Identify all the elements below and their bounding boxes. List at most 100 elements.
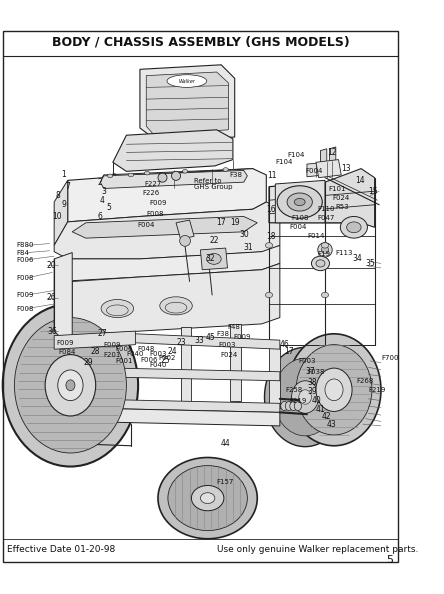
Text: 38: 38 xyxy=(307,378,317,387)
Polygon shape xyxy=(59,259,72,342)
Polygon shape xyxy=(181,327,191,403)
Polygon shape xyxy=(200,248,227,270)
Text: F003: F003 xyxy=(298,358,315,364)
Text: F113: F113 xyxy=(336,249,353,255)
Polygon shape xyxy=(74,408,280,426)
Text: 4: 4 xyxy=(99,195,104,205)
Text: 17: 17 xyxy=(284,347,294,356)
Text: 8: 8 xyxy=(56,191,61,200)
Polygon shape xyxy=(113,130,233,171)
Ellipse shape xyxy=(321,247,329,254)
Text: F008: F008 xyxy=(16,305,34,311)
Text: 9: 9 xyxy=(61,200,66,209)
Text: 45: 45 xyxy=(206,333,216,342)
Text: F268: F268 xyxy=(357,378,374,384)
Polygon shape xyxy=(74,334,86,408)
Text: BODY / CHASSIS ASSEMBLY (GHS MODELS): BODY / CHASSIS ASSEMBLY (GHS MODELS) xyxy=(52,36,349,49)
Ellipse shape xyxy=(107,174,113,178)
Text: 15: 15 xyxy=(369,187,378,195)
Text: 33: 33 xyxy=(194,336,204,345)
Text: F104: F104 xyxy=(287,152,305,158)
Text: F006: F006 xyxy=(140,357,158,363)
Text: F219: F219 xyxy=(289,397,306,404)
Text: F040: F040 xyxy=(127,350,144,356)
Polygon shape xyxy=(321,148,327,170)
Text: F038: F038 xyxy=(307,369,325,375)
Polygon shape xyxy=(329,147,336,169)
Polygon shape xyxy=(325,169,375,228)
Ellipse shape xyxy=(325,379,343,400)
Ellipse shape xyxy=(347,222,361,233)
Text: F226: F226 xyxy=(143,190,160,196)
Text: F108: F108 xyxy=(292,215,309,222)
Ellipse shape xyxy=(292,381,319,413)
Text: 29: 29 xyxy=(83,358,93,367)
Text: 11: 11 xyxy=(267,171,277,181)
Text: F006: F006 xyxy=(16,257,34,263)
Ellipse shape xyxy=(180,235,190,247)
Text: 5: 5 xyxy=(107,203,111,212)
Text: 26: 26 xyxy=(47,293,56,302)
Polygon shape xyxy=(146,72,228,134)
Ellipse shape xyxy=(128,173,134,177)
Ellipse shape xyxy=(158,173,167,182)
Text: F009: F009 xyxy=(56,340,73,346)
Ellipse shape xyxy=(341,216,368,238)
Polygon shape xyxy=(60,292,71,306)
Ellipse shape xyxy=(296,345,372,435)
Polygon shape xyxy=(100,170,247,188)
Polygon shape xyxy=(316,160,341,178)
Ellipse shape xyxy=(316,368,352,412)
Ellipse shape xyxy=(316,260,325,267)
Text: 2: 2 xyxy=(98,178,102,187)
Text: 13: 13 xyxy=(341,164,351,173)
Polygon shape xyxy=(99,169,257,188)
Text: F009: F009 xyxy=(149,200,166,206)
Ellipse shape xyxy=(318,242,332,257)
Ellipse shape xyxy=(45,355,96,416)
Text: 6: 6 xyxy=(98,212,103,221)
Text: Effective Date 01-20-98: Effective Date 01-20-98 xyxy=(7,545,115,554)
Text: 46: 46 xyxy=(280,340,289,349)
Text: F104: F104 xyxy=(275,159,293,165)
Ellipse shape xyxy=(311,256,329,271)
Polygon shape xyxy=(269,182,361,223)
Text: 35: 35 xyxy=(365,259,375,268)
Text: 44: 44 xyxy=(220,440,230,448)
Text: F004: F004 xyxy=(305,168,322,174)
Ellipse shape xyxy=(287,193,312,211)
Polygon shape xyxy=(72,216,257,238)
Ellipse shape xyxy=(3,304,138,466)
Polygon shape xyxy=(72,263,280,336)
Ellipse shape xyxy=(182,169,188,173)
Ellipse shape xyxy=(207,254,221,264)
Text: F38: F38 xyxy=(229,172,242,178)
Text: 3: 3 xyxy=(101,187,106,195)
Text: 25: 25 xyxy=(161,356,170,365)
Ellipse shape xyxy=(266,292,273,298)
Text: 12: 12 xyxy=(327,148,336,157)
Ellipse shape xyxy=(294,198,305,206)
Text: 5: 5 xyxy=(387,555,393,564)
Text: 23: 23 xyxy=(176,339,186,347)
Text: 41: 41 xyxy=(316,405,325,414)
Text: F48: F48 xyxy=(227,324,240,330)
Polygon shape xyxy=(54,181,67,245)
Polygon shape xyxy=(98,334,108,408)
Text: F110: F110 xyxy=(318,206,335,212)
Text: F014: F014 xyxy=(307,233,324,239)
Ellipse shape xyxy=(144,171,150,175)
Polygon shape xyxy=(54,202,280,259)
Text: F700: F700 xyxy=(381,355,398,361)
Text: F009: F009 xyxy=(16,292,34,298)
Ellipse shape xyxy=(66,380,75,391)
Polygon shape xyxy=(54,331,135,349)
Text: F084: F084 xyxy=(59,349,76,355)
Text: F84: F84 xyxy=(16,249,29,255)
Text: 27: 27 xyxy=(98,329,107,339)
Text: 37: 37 xyxy=(305,367,315,376)
Text: F040: F040 xyxy=(149,362,166,368)
Ellipse shape xyxy=(191,485,224,511)
Text: F024: F024 xyxy=(220,352,238,359)
Polygon shape xyxy=(59,245,280,282)
